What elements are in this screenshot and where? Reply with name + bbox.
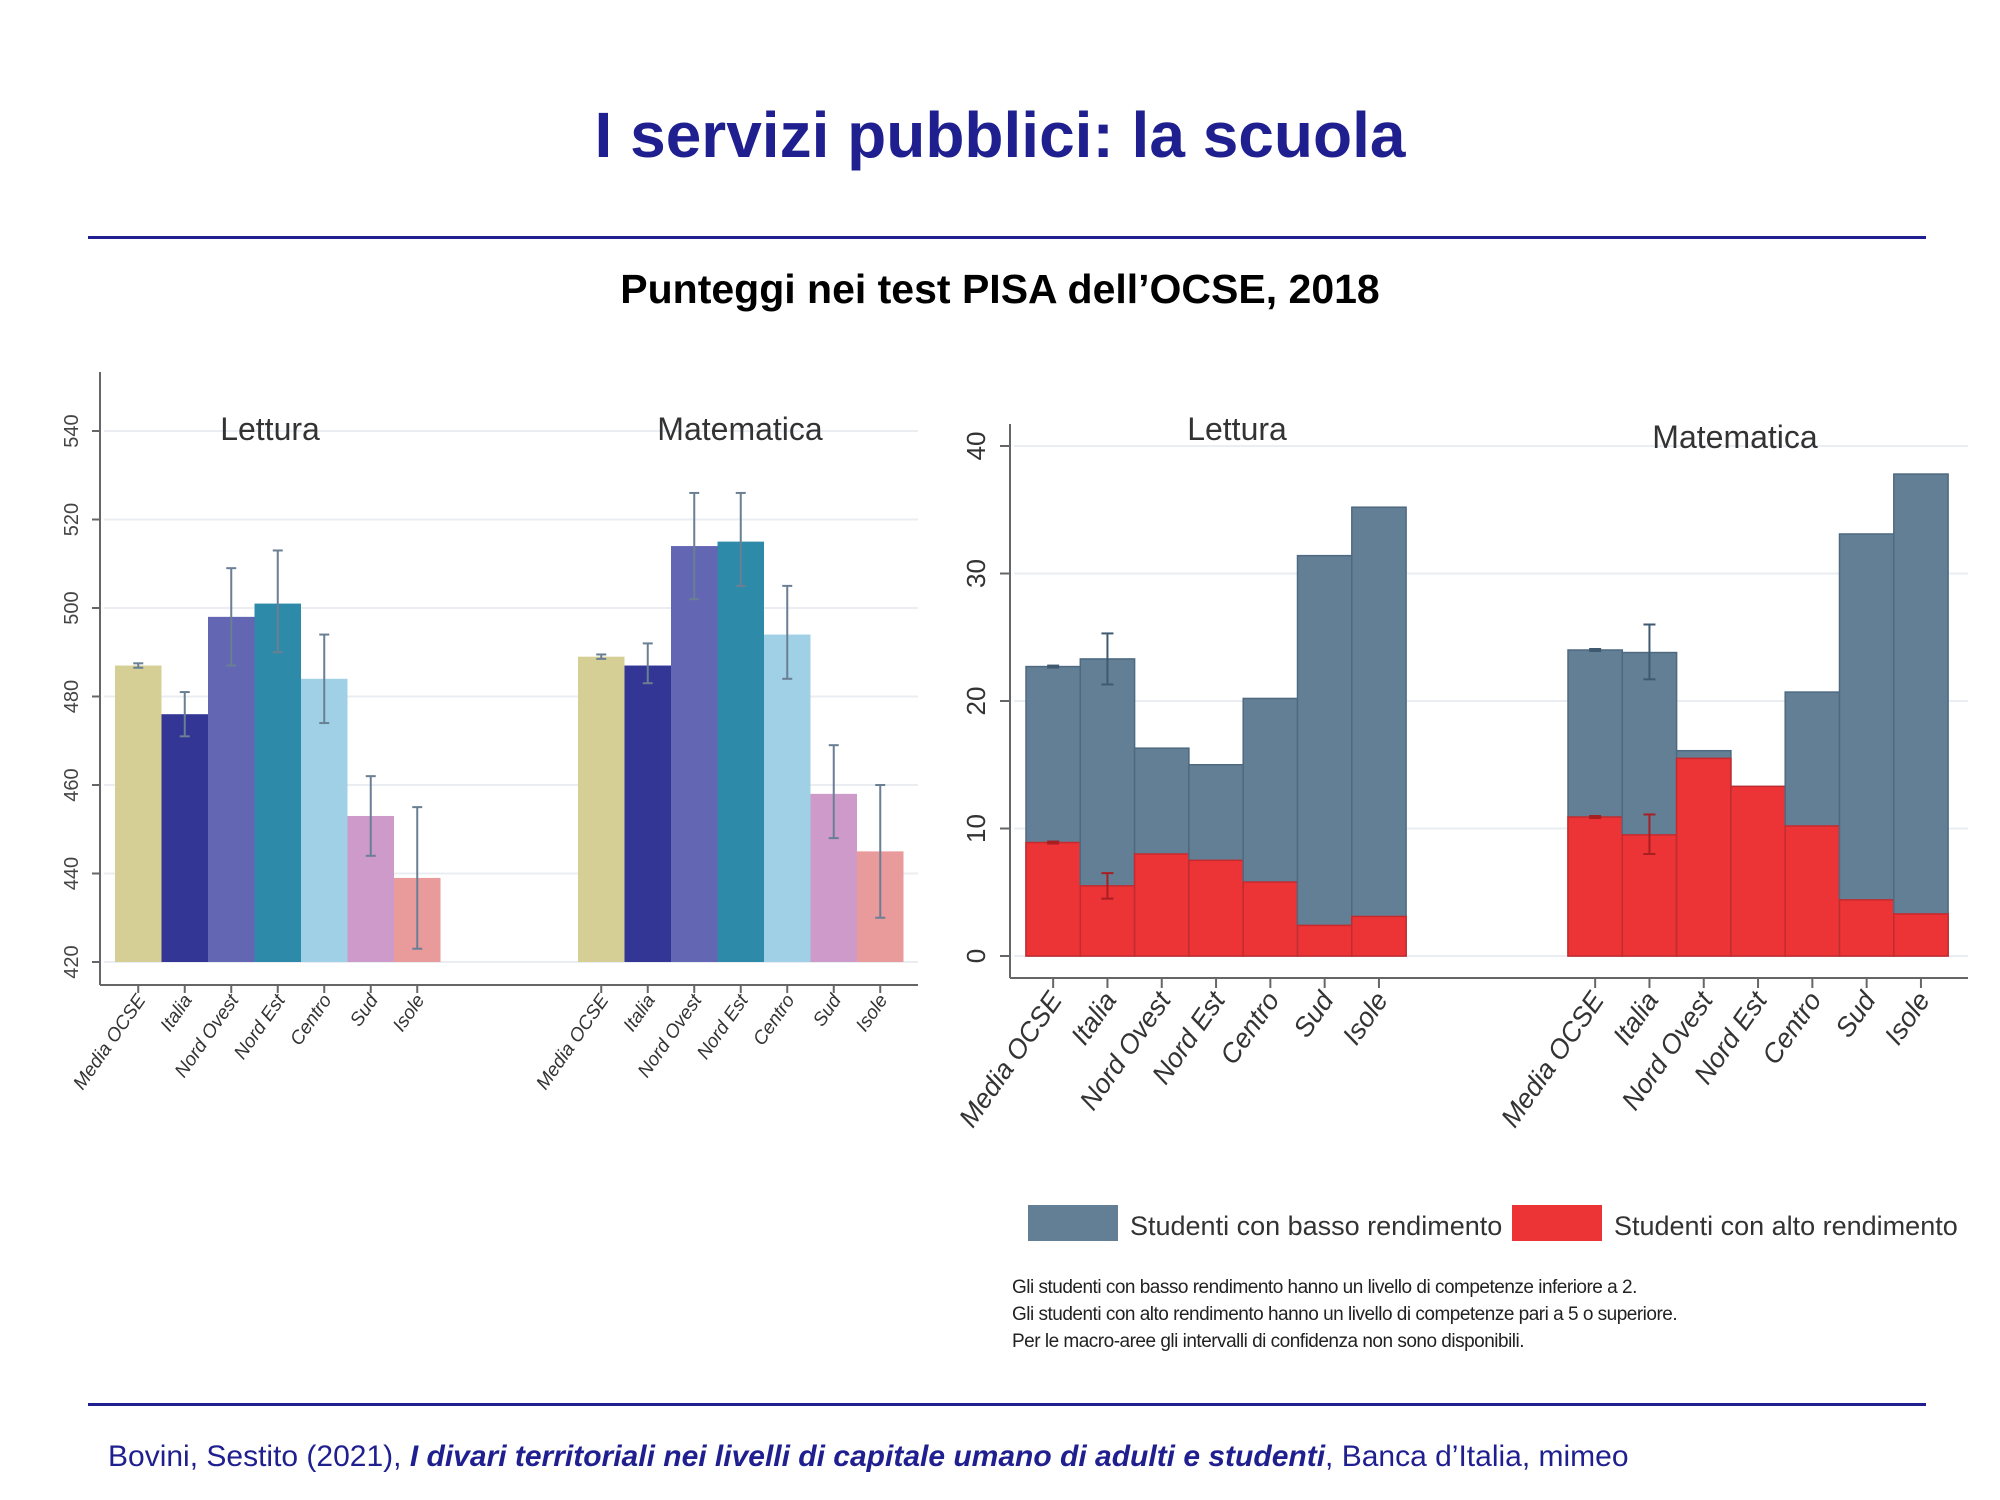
bar-alto-matematica-media-ocse: [1567, 816, 1624, 957]
y-tick-label: 460: [61, 768, 83, 801]
bar-matematica-italia: [624, 665, 671, 962]
y-tick-label: 440: [61, 857, 83, 890]
slide-title: I servizi pubblici: la scuola: [594, 99, 1406, 171]
citation-work: I divari territoriali nei livelli di cap…: [409, 1440, 1326, 1473]
bar-lettura-italia: [161, 714, 208, 962]
x-tick-label: Isole: [1879, 986, 1936, 1050]
bar-alto-lettura-sud: [1296, 924, 1353, 957]
panel-title-lettura: Lettura: [1187, 411, 1287, 447]
bar-alto-matematica-italia: [1621, 834, 1678, 957]
y-tick-label: 10: [961, 814, 991, 843]
bar-lettura-nord-est: [254, 603, 301, 962]
bar-lettura-centro: [301, 678, 348, 962]
bar-alto-matematica-nord-ovest: [1675, 757, 1732, 957]
x-tick-label: Media OCSE: [953, 985, 1069, 1132]
citation-authors: Bovini, Sestito (2021),: [108, 1440, 410, 1473]
legend-swatch-alto: [1512, 1205, 1602, 1241]
bar-alto-lettura-centro: [1242, 881, 1299, 957]
note-line: Gli studenti con alto rendimento hanno u…: [1012, 1304, 1678, 1325]
bar-alto-lettura-nord-ovest: [1133, 853, 1190, 957]
bar-alto-lettura-nord-est: [1188, 859, 1244, 957]
legend-label-basso: Studenti con basso rendimento: [1130, 1211, 1502, 1241]
bar-basso-matematica-sud: [1838, 533, 1895, 957]
bar-basso-lettura-sud: [1296, 554, 1353, 957]
y-tick-label: 540: [61, 414, 83, 447]
top-divider: [88, 236, 1926, 239]
bar-basso-lettura-isole: [1351, 506, 1407, 957]
y-tick-label: 30: [961, 559, 991, 588]
chart-subtitle: Punteggi nei test PISA dell’OCSE, 2018: [620, 266, 1380, 312]
chart-notes: Gli studenti con basso rendimento hanno …: [1012, 1274, 1678, 1355]
panel-title-matematica: Matematica: [657, 411, 823, 447]
bar-alto-lettura-isole: [1351, 915, 1407, 957]
y-tick-label: 500: [61, 591, 83, 624]
citation-publisher: , Banca d’Italia, mimeo: [1325, 1440, 1629, 1473]
y-tick-label: 520: [61, 503, 83, 536]
y-tick-label: 420: [61, 945, 83, 978]
panel-title-matematica: Matematica: [1652, 419, 1818, 455]
x-tick-label: Isole: [1337, 986, 1394, 1050]
source-citation: Bovini, Sestito (2021), I divari territo…: [108, 1440, 1629, 1474]
bar-alto-matematica-isole: [1893, 913, 1949, 957]
legend-swatch-basso: [1028, 1205, 1118, 1241]
bar-lettura-media-ocse: [115, 665, 162, 962]
x-tick-label: Sud: [1287, 985, 1340, 1042]
bar-matematica-centro: [764, 634, 811, 962]
legend-label-alto: Studenti con alto rendimento: [1614, 1211, 1958, 1241]
bar-matematica-nord-ovest: [671, 546, 718, 962]
x-tick-label: Centro: [1214, 986, 1285, 1070]
note-line: Per le macro-aree gli intervalli di conf…: [1012, 1331, 1525, 1352]
y-tick-label: 20: [961, 687, 991, 716]
y-tick-label: 40: [961, 432, 991, 461]
bottom-divider: [88, 1403, 1926, 1406]
bar-alto-matematica-sud: [1838, 899, 1895, 957]
bar-matematica-nord-est: [717, 541, 764, 962]
y-tick-label: 480: [61, 680, 83, 713]
bar-lettura-nord-ovest: [208, 616, 255, 962]
bar-alto-matematica-centro: [1784, 825, 1841, 957]
bar-alto-matematica-nord-est: [1730, 785, 1786, 957]
bar-basso-matematica-isole: [1893, 473, 1949, 957]
x-tick-label: Media OCSE: [1495, 985, 1611, 1132]
y-tick-label: 0: [961, 949, 991, 963]
x-tick-label: Centro: [1756, 986, 1827, 1070]
bar-matematica-media-ocse: [578, 656, 625, 962]
note-line: Gli studenti con basso rendimento hanno …: [1012, 1277, 1637, 1298]
x-tick-label: Sud: [1829, 985, 1882, 1042]
panel-title-lettura: Lettura: [220, 411, 320, 447]
bar-alto-lettura-media-ocse: [1025, 841, 1082, 957]
